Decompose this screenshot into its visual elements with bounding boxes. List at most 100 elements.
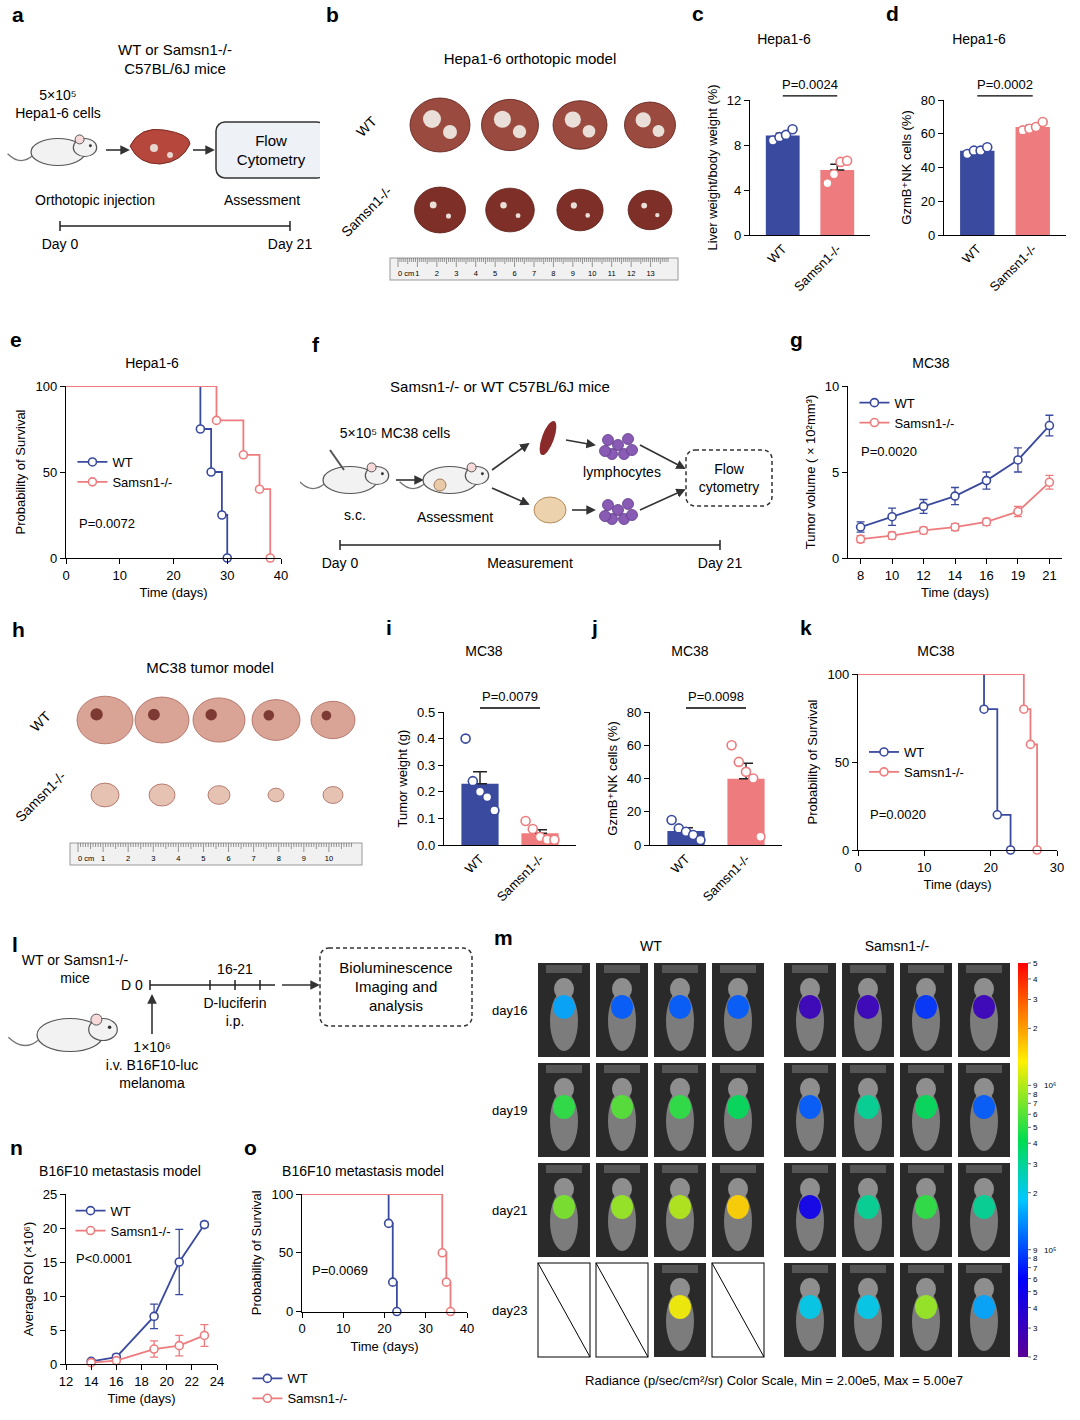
svg-text:10: 10 bbox=[917, 860, 931, 875]
svg-text:1×10⁶: 1×10⁶ bbox=[133, 1039, 170, 1055]
svg-text:100: 100 bbox=[35, 379, 57, 394]
svg-text:P=0.0020: P=0.0020 bbox=[870, 807, 926, 822]
svg-text:P=0.0069: P=0.0069 bbox=[312, 1263, 368, 1278]
svg-text:16: 16 bbox=[109, 1374, 123, 1389]
svg-text:Samsn1-/-: Samsn1-/- bbox=[338, 183, 395, 240]
svg-text:0: 0 bbox=[286, 1304, 293, 1319]
svg-text:i.p.: i.p. bbox=[226, 1013, 245, 1029]
svg-text:a: a bbox=[12, 3, 24, 26]
svg-text:80: 80 bbox=[627, 705, 641, 720]
svg-text:i.v. B16F10-luc: i.v. B16F10-luc bbox=[106, 1057, 198, 1073]
svg-text:Samsn1-/-: Samsn1-/- bbox=[112, 475, 172, 490]
svg-text:GzmB⁺NK cells (%): GzmB⁺NK cells (%) bbox=[605, 721, 620, 835]
svg-text:analysis: analysis bbox=[369, 997, 423, 1014]
svg-text:3: 3 bbox=[1033, 1160, 1038, 1169]
svg-text:Time (days): Time (days) bbox=[139, 585, 207, 600]
svg-text:4: 4 bbox=[474, 269, 478, 278]
svg-text:Samsn1-/-: Samsn1-/- bbox=[700, 851, 753, 904]
svg-text:day21: day21 bbox=[492, 1203, 527, 1218]
svg-text:P<0.0001: P<0.0001 bbox=[76, 1251, 132, 1266]
svg-text:0.3: 0.3 bbox=[417, 758, 435, 773]
svg-text:4: 4 bbox=[1033, 1304, 1038, 1313]
svg-text:Cytometry: Cytometry bbox=[237, 151, 306, 168]
svg-text:s.c.: s.c. bbox=[344, 507, 366, 523]
svg-text:Radiance (p/sec/cm²/sr) Color: Radiance (p/sec/cm²/sr) Color Scale, Min… bbox=[585, 1373, 963, 1388]
svg-text:cytometry: cytometry bbox=[699, 479, 760, 495]
svg-text:WT: WT bbox=[27, 708, 54, 735]
svg-text:WT: WT bbox=[894, 396, 914, 411]
svg-text:Time (days): Time (days) bbox=[923, 877, 991, 892]
svg-text:30: 30 bbox=[1050, 860, 1064, 875]
svg-text:30: 30 bbox=[220, 568, 234, 583]
svg-text:Hepa1-6: Hepa1-6 bbox=[952, 31, 1006, 47]
svg-text:Samsn1-/-: Samsn1-/- bbox=[12, 768, 69, 825]
svg-text:4: 4 bbox=[1033, 975, 1038, 984]
svg-text:b: b bbox=[326, 3, 339, 26]
svg-text:24: 24 bbox=[210, 1374, 224, 1389]
svg-text:40: 40 bbox=[921, 160, 935, 175]
svg-text:Tumor volume ( × 10²mm³): Tumor volume ( × 10²mm³) bbox=[803, 395, 818, 549]
svg-text:30: 30 bbox=[419, 1321, 433, 1336]
svg-text:WT: WT bbox=[462, 851, 487, 876]
svg-text:1: 1 bbox=[415, 269, 419, 278]
svg-text:Tumor weight (g): Tumor weight (g) bbox=[395, 730, 410, 828]
svg-text:7: 7 bbox=[1033, 1099, 1038, 1108]
svg-text:100: 100 bbox=[271, 1187, 293, 1202]
svg-text:WT or Samsn1-/-: WT or Samsn1-/- bbox=[22, 952, 129, 968]
svg-text:MC38 tumor model: MC38 tumor model bbox=[146, 659, 274, 676]
svg-text:6: 6 bbox=[226, 854, 230, 863]
svg-text:5: 5 bbox=[493, 269, 497, 278]
svg-text:Samsn1-/-: Samsn1-/- bbox=[894, 416, 954, 431]
svg-text:4: 4 bbox=[1033, 1139, 1038, 1148]
svg-text:P=0.0020: P=0.0020 bbox=[861, 444, 917, 459]
svg-text:day23: day23 bbox=[492, 1303, 527, 1318]
svg-text:20: 20 bbox=[159, 1374, 173, 1389]
svg-text:5: 5 bbox=[1033, 1123, 1038, 1132]
svg-text:20: 20 bbox=[921, 194, 935, 209]
svg-text:5: 5 bbox=[832, 465, 839, 480]
svg-text:10: 10 bbox=[43, 1289, 57, 1304]
svg-text:0.0: 0.0 bbox=[417, 838, 435, 853]
svg-text:Assessment: Assessment bbox=[224, 192, 300, 208]
svg-text:12: 12 bbox=[727, 93, 741, 108]
svg-text:0.4: 0.4 bbox=[417, 731, 435, 746]
svg-text:20: 20 bbox=[627, 804, 641, 819]
svg-text:P=0.0002: P=0.0002 bbox=[977, 77, 1033, 92]
svg-text:12: 12 bbox=[627, 269, 635, 278]
svg-text:D 0: D 0 bbox=[121, 977, 143, 993]
svg-text:day19: day19 bbox=[492, 1103, 527, 1118]
svg-text:Hepa1-6: Hepa1-6 bbox=[125, 355, 179, 371]
svg-text:C57BL/6J mice: C57BL/6J mice bbox=[124, 60, 226, 77]
svg-text:16: 16 bbox=[979, 568, 993, 583]
svg-text:Time (days): Time (days) bbox=[921, 585, 989, 600]
svg-text:Imaging and: Imaging and bbox=[355, 978, 438, 995]
svg-text:0.1: 0.1 bbox=[417, 811, 435, 826]
svg-text:10: 10 bbox=[336, 1321, 350, 1336]
svg-text:20: 20 bbox=[377, 1321, 391, 1336]
svg-text:40: 40 bbox=[460, 1321, 474, 1336]
svg-text:4: 4 bbox=[734, 183, 741, 198]
svg-text:0: 0 bbox=[734, 228, 741, 243]
svg-text:10: 10 bbox=[325, 854, 333, 863]
svg-text:Liver weight/body weight (%): Liver weight/body weight (%) bbox=[705, 84, 720, 250]
svg-text:0 cm: 0 cm bbox=[78, 854, 94, 863]
svg-text:B16F10 metastasis model: B16F10 metastasis model bbox=[39, 1163, 201, 1179]
svg-text:50: 50 bbox=[279, 1245, 293, 1260]
svg-text:Samsn1-/-: Samsn1-/- bbox=[865, 938, 930, 954]
svg-text:9: 9 bbox=[571, 269, 575, 278]
svg-text:day16: day16 bbox=[492, 1003, 527, 1018]
svg-text:0: 0 bbox=[298, 1321, 305, 1336]
svg-text:Samsn1-/-: Samsn1-/- bbox=[986, 241, 1039, 294]
svg-text:Hepa1-6: Hepa1-6 bbox=[757, 31, 811, 47]
svg-text:2: 2 bbox=[435, 269, 439, 278]
svg-text:5×10⁵ MC38 cells: 5×10⁵ MC38 cells bbox=[340, 425, 450, 441]
svg-text:3: 3 bbox=[151, 854, 155, 863]
svg-text:WT: WT bbox=[111, 1204, 131, 1219]
svg-text:14: 14 bbox=[84, 1374, 98, 1389]
svg-text:Samsn1-/-: Samsn1-/- bbox=[287, 1391, 347, 1406]
svg-text:8: 8 bbox=[1033, 1090, 1038, 1099]
svg-text:9: 9 bbox=[302, 854, 306, 863]
svg-text:0 cm: 0 cm bbox=[398, 269, 414, 278]
svg-text:80: 80 bbox=[921, 93, 935, 108]
svg-text:P=0.0024: P=0.0024 bbox=[782, 77, 838, 92]
